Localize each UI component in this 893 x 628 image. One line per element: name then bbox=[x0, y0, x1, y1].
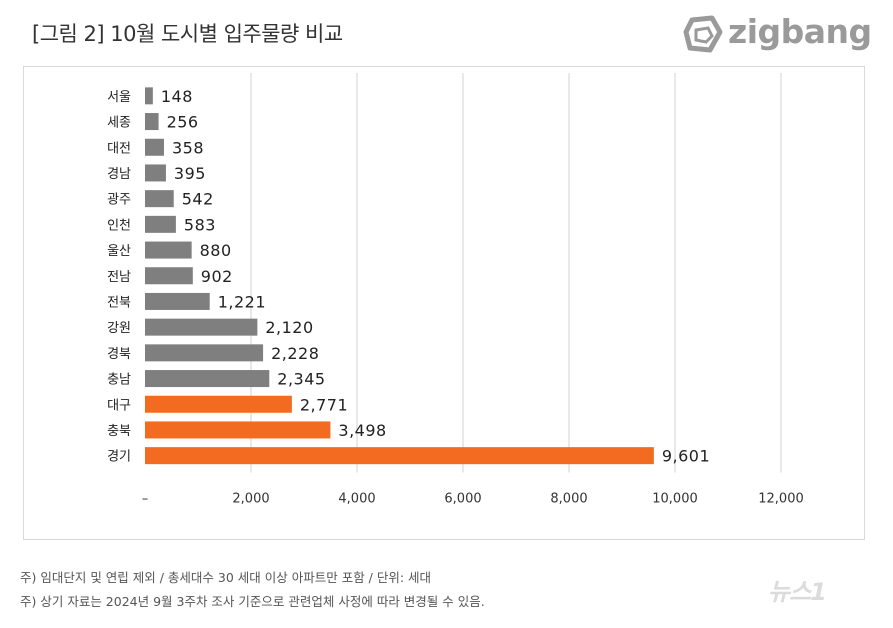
value-labels: 148 256 358 395 542 583 880 902 1,221 2,120 2,228 2… bbox=[161, 87, 710, 466]
news1-watermark: 뉴스1 bbox=[768, 578, 827, 606]
category-label: 경기 bbox=[107, 450, 131, 465]
category-label: 경북 bbox=[107, 347, 131, 362]
category-label: 전북 bbox=[107, 295, 131, 310]
zigbang-logo: zigbang bbox=[682, 10, 872, 58]
value-label: 2,120 bbox=[265, 318, 313, 337]
value-label: 148 bbox=[161, 87, 193, 106]
x-tick-label: – bbox=[142, 492, 149, 507]
x-tick-label: 6,000 bbox=[444, 492, 481, 507]
footnotes: 주) 임대단지 및 연립 제외 / 총세대수 30 세대 이상 아파트만 포함 … bbox=[20, 566, 485, 614]
zigbang-logo-text: zigbang bbox=[728, 12, 872, 51]
category-label: 대구 bbox=[107, 398, 131, 413]
value-label: 2,228 bbox=[271, 344, 319, 363]
bar bbox=[145, 395, 292, 413]
value-label: 1,221 bbox=[218, 292, 266, 311]
category-label: 인천 bbox=[107, 218, 131, 233]
footnote-1: 주) 임대단지 및 연립 제외 / 총세대수 30 세대 이상 아파트만 포함 … bbox=[20, 570, 432, 585]
category-label: 경남 bbox=[107, 167, 131, 182]
bar bbox=[145, 215, 176, 233]
bar bbox=[145, 241, 192, 259]
bar bbox=[145, 267, 193, 285]
bar bbox=[145, 164, 166, 182]
value-label: 880 bbox=[200, 241, 232, 260]
category-label: 충북 bbox=[107, 424, 131, 439]
bar bbox=[145, 87, 153, 105]
category-label: 충남 bbox=[107, 373, 131, 388]
value-label: 256 bbox=[167, 113, 199, 132]
category-label: 전남 bbox=[107, 270, 131, 285]
category-label: 서울 bbox=[107, 90, 131, 105]
value-label: 2,345 bbox=[277, 370, 325, 389]
category-label: 울산 bbox=[107, 244, 131, 259]
zigbang-logo-icon bbox=[683, 15, 723, 53]
x-tick-label: 10,000 bbox=[652, 492, 698, 507]
value-label: 2,771 bbox=[300, 395, 348, 414]
category-label: 광주 bbox=[107, 193, 131, 208]
value-label: 542 bbox=[182, 190, 214, 209]
value-label: 395 bbox=[174, 164, 206, 183]
bar bbox=[145, 370, 270, 388]
bar bbox=[145, 421, 331, 439]
value-label: 583 bbox=[184, 215, 216, 234]
category-label: 강원 bbox=[107, 321, 131, 336]
bar bbox=[145, 138, 164, 156]
chart-title: [그림 2] 10월 도시별 입주물량 비교 bbox=[32, 22, 343, 46]
x-tick-label: 8,000 bbox=[550, 492, 587, 507]
category-label: 세종 bbox=[107, 116, 131, 131]
value-label: 902 bbox=[201, 267, 233, 286]
x-tick-label: 12,000 bbox=[758, 492, 804, 507]
bar bbox=[145, 344, 264, 362]
value-label: 9,601 bbox=[662, 447, 710, 466]
bars bbox=[145, 87, 654, 465]
bar bbox=[145, 190, 174, 208]
x-tick-labels: – 2,000 4,000 6,000 8,000 10,000 12,000 bbox=[142, 492, 804, 507]
bar bbox=[145, 113, 159, 131]
bar bbox=[145, 447, 654, 465]
bar bbox=[145, 318, 258, 336]
footnote-2: 주) 상기 자료는 2024년 9월 3주차 조사 기준으로 관련업체 사정에 … bbox=[20, 594, 485, 609]
category-label: 대전 bbox=[107, 141, 131, 156]
x-tick-label: 4,000 bbox=[338, 492, 375, 507]
value-label: 358 bbox=[172, 138, 204, 157]
x-tick-label: 2,000 bbox=[232, 492, 269, 507]
bar bbox=[145, 292, 210, 310]
value-label: 3,498 bbox=[338, 421, 386, 440]
